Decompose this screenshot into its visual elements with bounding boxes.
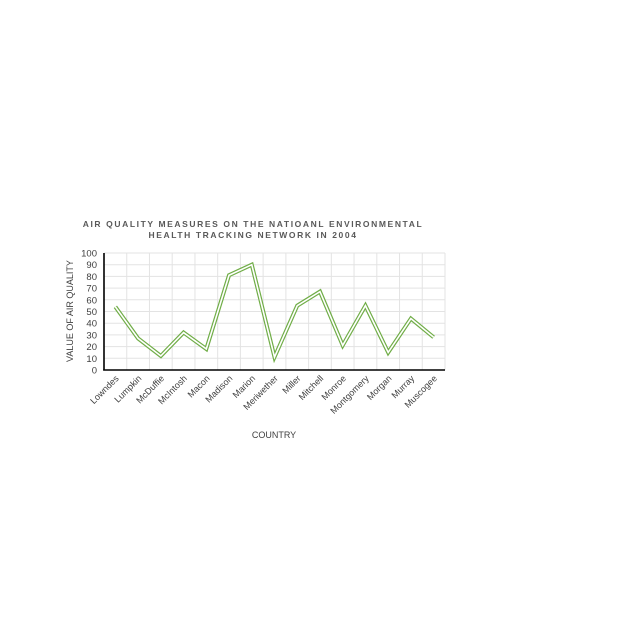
data-point (341, 343, 345, 347)
data-point (318, 290, 322, 294)
chart-title-line-1: AIR QUALITY MEASURES ON THE NATIOANL ENV… (83, 219, 424, 229)
data-point (136, 336, 140, 340)
y-axis-title: VALUE OF AIR QUALITY (65, 260, 75, 362)
y-tick-label: 0 (92, 366, 97, 377)
data-point (159, 354, 163, 358)
data-point (113, 305, 117, 309)
data-point (182, 331, 186, 335)
data-point (295, 304, 299, 308)
data-point (250, 263, 254, 267)
y-tick-label: 100 (81, 249, 97, 260)
chart-title: AIR QUALITY MEASURES ON THE NATIOANL ENV… (83, 219, 424, 240)
y-tick-label: 10 (86, 354, 97, 365)
gridlines (104, 252, 446, 370)
data-point (386, 350, 390, 354)
data-point (363, 304, 367, 308)
data-point (204, 347, 208, 351)
y-tick-label: 70 (86, 284, 97, 295)
y-tick-label: 90 (86, 260, 97, 271)
y-tick-label: 40 (86, 319, 97, 330)
data-point (432, 335, 436, 339)
y-tick-label: 30 (86, 330, 97, 341)
x-axis-ticks: LowndesLumpkinMcDuffieMcIntoshMaconMadis… (88, 373, 439, 416)
axes (103, 253, 445, 371)
y-tick-label: 50 (86, 307, 97, 318)
y-tick-label: 60 (86, 295, 97, 306)
chart-title-line-2: HEALTH TRACKING NETWORK IN 2004 (148, 230, 357, 240)
series-line-outline (113, 261, 435, 364)
data-point (409, 317, 413, 321)
series-line-inner (114, 263, 435, 360)
x-axis-title: COUNTRY (252, 430, 296, 440)
data-point (273, 355, 277, 359)
x-tick-label: Morgan (365, 373, 394, 402)
data-point (227, 273, 231, 277)
y-tick-label: 80 (86, 272, 97, 283)
y-tick-label: 20 (86, 342, 97, 353)
data-series (113, 261, 436, 364)
